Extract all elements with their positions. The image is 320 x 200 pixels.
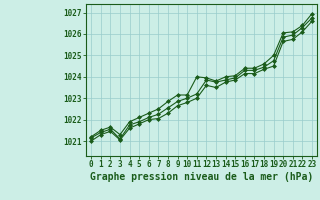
X-axis label: Graphe pression niveau de la mer (hPa): Graphe pression niveau de la mer (hPa) xyxy=(90,172,313,182)
